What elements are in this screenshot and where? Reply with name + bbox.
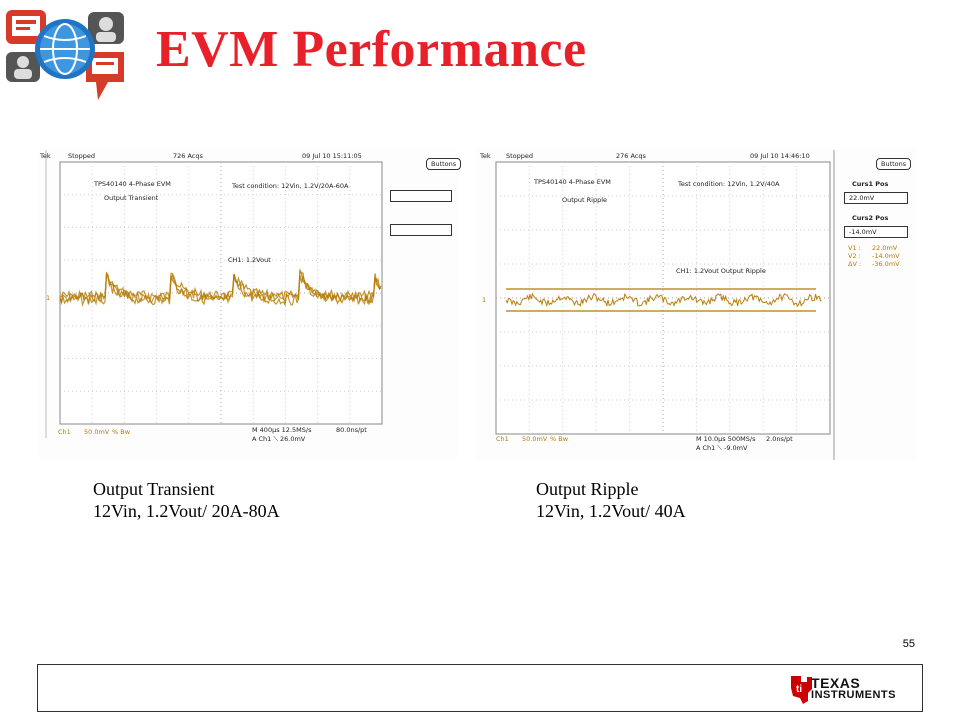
channel-name: Ch1	[496, 435, 509, 443]
timebase: M 10.0µs 500MS/s	[696, 435, 756, 443]
device-name: TPS40140 4-Phase EVM	[534, 178, 611, 186]
right-caption-condition: 12Vin, 1.2Vout/ 40A	[536, 501, 686, 521]
left-caption: Output Transient 12Vin, 1.2Vout/ 20A-80A	[93, 478, 280, 522]
side-menu-box[interactable]	[390, 224, 452, 236]
left-caption-condition: 12Vin, 1.2Vout/ 20A-80A	[93, 501, 280, 521]
cursor1-value[interactable]: 22.0mV	[844, 192, 908, 204]
readout-value: -36.0mV	[872, 260, 900, 268]
bandwidth-flags: % Bw	[550, 435, 569, 443]
transient-trace	[59, 268, 382, 308]
scope-brand: Tek	[40, 152, 51, 160]
buttons-label[interactable]: Buttons	[426, 158, 462, 170]
plot-label: Output Ripple	[562, 196, 608, 204]
device-name: TPS40140 4-Phase EVM	[94, 180, 171, 188]
bandwidth-flags: % Bw	[112, 428, 131, 436]
side-menu-box[interactable]	[390, 190, 452, 202]
page-number: 55	[902, 638, 915, 650]
cursor1-title: Curs1 Pos	[852, 180, 889, 188]
volts-per-div: 50.0mV	[84, 428, 110, 436]
trigger-readout: A Ch1 ⟍ -9.0mV	[696, 444, 748, 452]
channel-label: CH1: 1.2Vout	[228, 256, 271, 264]
test-condition: Test condition: 12Vin, 1.2V/40A	[678, 180, 780, 188]
acq-count: 276 Acqs	[616, 152, 646, 160]
timebase: M 400µs 12.5MS/s	[252, 426, 312, 434]
channel-marker: 1	[46, 294, 51, 302]
volts-per-div: 50.0mV	[522, 435, 548, 443]
readout-label: V1 :	[848, 244, 861, 252]
output-transient-scope: Tek Stopped 726 Acqs 09 Jul 10 15:11:05 …	[38, 148, 462, 460]
channel-name: Ch1	[58, 428, 71, 436]
svg-text:ti: ti	[796, 684, 802, 695]
right-caption-title: Output Ripple	[536, 479, 639, 499]
scope-state: Stopped	[68, 152, 96, 160]
readout-value: -14.0mV	[872, 252, 900, 260]
ti-line2: INSTRUMENTS	[811, 689, 896, 701]
slide-title: EVM Performance	[156, 21, 587, 78]
scope-state: Stopped	[506, 152, 534, 160]
ti-wordmark: TEXAS INSTRUMENTS	[811, 675, 896, 701]
readout-value: 22.0mV	[872, 244, 898, 252]
right-caption: Output Ripple 12Vin, 1.2Vout/ 40A	[536, 478, 686, 522]
cursor2-value[interactable]: -14.0mV	[844, 226, 908, 238]
waveform-segment	[59, 271, 382, 308]
test-condition: Test condition: 12Vin, 1.2V/20A-60A	[232, 182, 349, 190]
trigger-readout: A Ch1 ⟍ 26.0mV	[252, 435, 306, 443]
channel-label: CH1: 1.2Vout Output Ripple	[676, 267, 766, 275]
transient-waveform-plot	[45, 150, 383, 438]
left-caption-title: Output Transient	[93, 479, 215, 499]
buttons-label[interactable]: Buttons	[876, 158, 912, 170]
waveform-segment	[505, 292, 822, 308]
capture-datetime: 09 Jul 10 14:46:10	[750, 152, 810, 160]
output-ripple-scope: Tek Stopped 276 Acqs 09 Jul 10 14:46:10 …	[476, 148, 916, 460]
ti-line1: TEXAS	[811, 675, 861, 691]
readout-label: V2 :	[848, 252, 861, 260]
acq-count: 726 Acqs	[173, 152, 203, 160]
globe-logo-icon	[6, 10, 124, 100]
scope-brand: Tek	[480, 152, 491, 160]
ripple-trace	[505, 292, 822, 308]
cursor2-title: Curs2 Pos	[852, 214, 889, 222]
footer-bar: ti TEXAS INSTRUMENTS	[37, 664, 923, 712]
channel-marker: 1	[482, 296, 487, 304]
capture-datetime: 09 Jul 10 15:11:05	[302, 152, 362, 160]
plot-label: Output Transient	[104, 194, 159, 202]
sample-rate: 2.0ns/pt	[766, 435, 793, 443]
readout-label: ΔV :	[848, 260, 862, 268]
ripple-waveform-plot	[495, 150, 835, 460]
sample-rate: 80.0ns/pt	[336, 426, 367, 434]
texas-instruments-logo-icon: ti	[791, 676, 812, 704]
